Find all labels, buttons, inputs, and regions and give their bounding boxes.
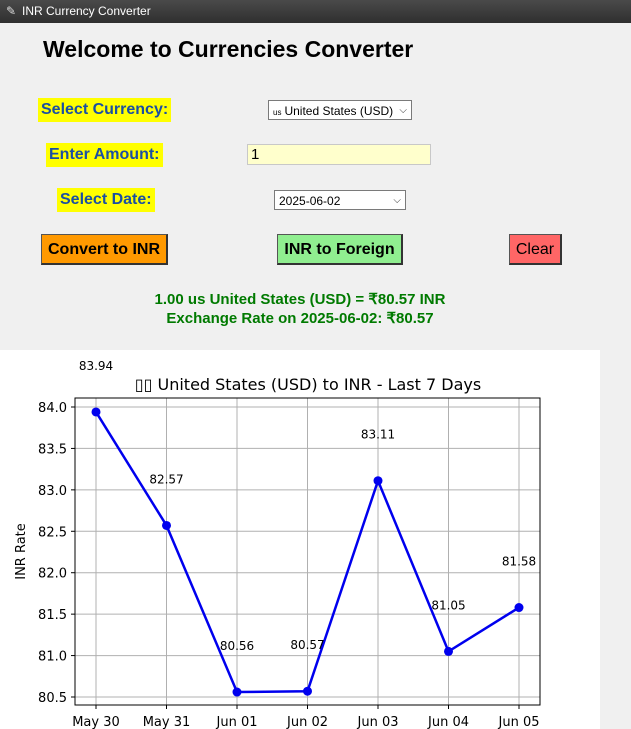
data-label: 82.57 bbox=[149, 472, 183, 486]
y-tick-label: 81.0 bbox=[38, 650, 67, 665]
chevron-down-icon: ⌵ bbox=[399, 105, 407, 116]
feather-icon: ✎ bbox=[6, 4, 17, 18]
convert-to-inr-button[interactable]: Convert to INR bbox=[41, 234, 168, 265]
data-point bbox=[514, 603, 524, 613]
currency-select[interactable]: us United States (USD) ⌵ bbox=[268, 100, 412, 120]
chevron-down-icon: ⌵ bbox=[393, 195, 401, 206]
exchange-rate-text: Exchange Rate on 2025-06-02: ₹80.57 bbox=[166, 310, 434, 327]
data-point bbox=[232, 687, 242, 697]
y-axis-label: INR Rate bbox=[14, 523, 29, 580]
y-tick-label: 83.0 bbox=[38, 484, 67, 499]
y-tick-label: 81.5 bbox=[38, 608, 67, 623]
y-tick-label: 82.0 bbox=[38, 567, 67, 582]
x-tick-label: Jun 03 bbox=[357, 715, 399, 729]
y-tick-label: 83.5 bbox=[38, 442, 67, 457]
x-tick-label: Jun 01 bbox=[216, 715, 258, 729]
y-tick-label: 80.5 bbox=[38, 691, 67, 706]
rate-chart-svg: 80.5 81.0 81.5 82.0 82.5 83.0 83.5 84.0 May 30 Ma… bbox=[14, 359, 541, 729]
x-tick-label: Jun 02 bbox=[286, 715, 328, 729]
data-label: 83.94 bbox=[79, 359, 113, 373]
x-tick-label: Jun 05 bbox=[498, 715, 540, 729]
currency-flag: us bbox=[273, 108, 282, 117]
date-select[interactable]: 2025-06-02 ⌵ bbox=[274, 190, 406, 210]
window-title: INR Currency Converter bbox=[22, 4, 151, 18]
x-tick-label: Jun 04 bbox=[427, 715, 469, 729]
data-label: 81.58 bbox=[502, 555, 536, 569]
currency-select-value: United States (USD) bbox=[284, 104, 394, 118]
data-point bbox=[91, 407, 101, 417]
result-text: 1.00 us United States (USD) = ₹80.57 INR bbox=[154, 291, 446, 308]
amount-label: Enter Amount: bbox=[46, 143, 163, 167]
data-point bbox=[162, 520, 171, 530]
amount-input[interactable] bbox=[247, 144, 431, 165]
data-point bbox=[444, 646, 453, 656]
currency-label: Select Currency: bbox=[38, 98, 172, 122]
x-tick-label: May 30 bbox=[72, 715, 120, 729]
data-point bbox=[303, 686, 312, 696]
date-label: Select Date: bbox=[57, 188, 155, 212]
y-tick-label: 84.0 bbox=[38, 401, 67, 416]
data-label: 80.57 bbox=[290, 638, 324, 652]
date-select-value: 2025-06-02 bbox=[279, 194, 341, 208]
inr-to-foreign-button[interactable]: INR to Foreign bbox=[277, 234, 403, 265]
chart-title: ▯▯ United States (USD) to INR - Last 7 D… bbox=[135, 375, 481, 394]
data-label: 83.11 bbox=[361, 428, 395, 442]
window-titlebar: ✎ INR Currency Converter bbox=[0, 0, 631, 23]
y-tick-label: 82.5 bbox=[38, 525, 67, 540]
data-point bbox=[373, 476, 383, 486]
rate-chart: 80.5 81.0 81.5 82.0 82.5 83.0 83.5 84.0 May 30 Ma… bbox=[0, 350, 600, 729]
data-label: 80.56 bbox=[220, 639, 254, 653]
clear-button[interactable]: Clear bbox=[509, 234, 562, 265]
x-tick-label: May 31 bbox=[143, 715, 191, 729]
page-title: Welcome to Currencies Converter bbox=[43, 36, 414, 62]
data-label: 81.05 bbox=[431, 598, 465, 612]
